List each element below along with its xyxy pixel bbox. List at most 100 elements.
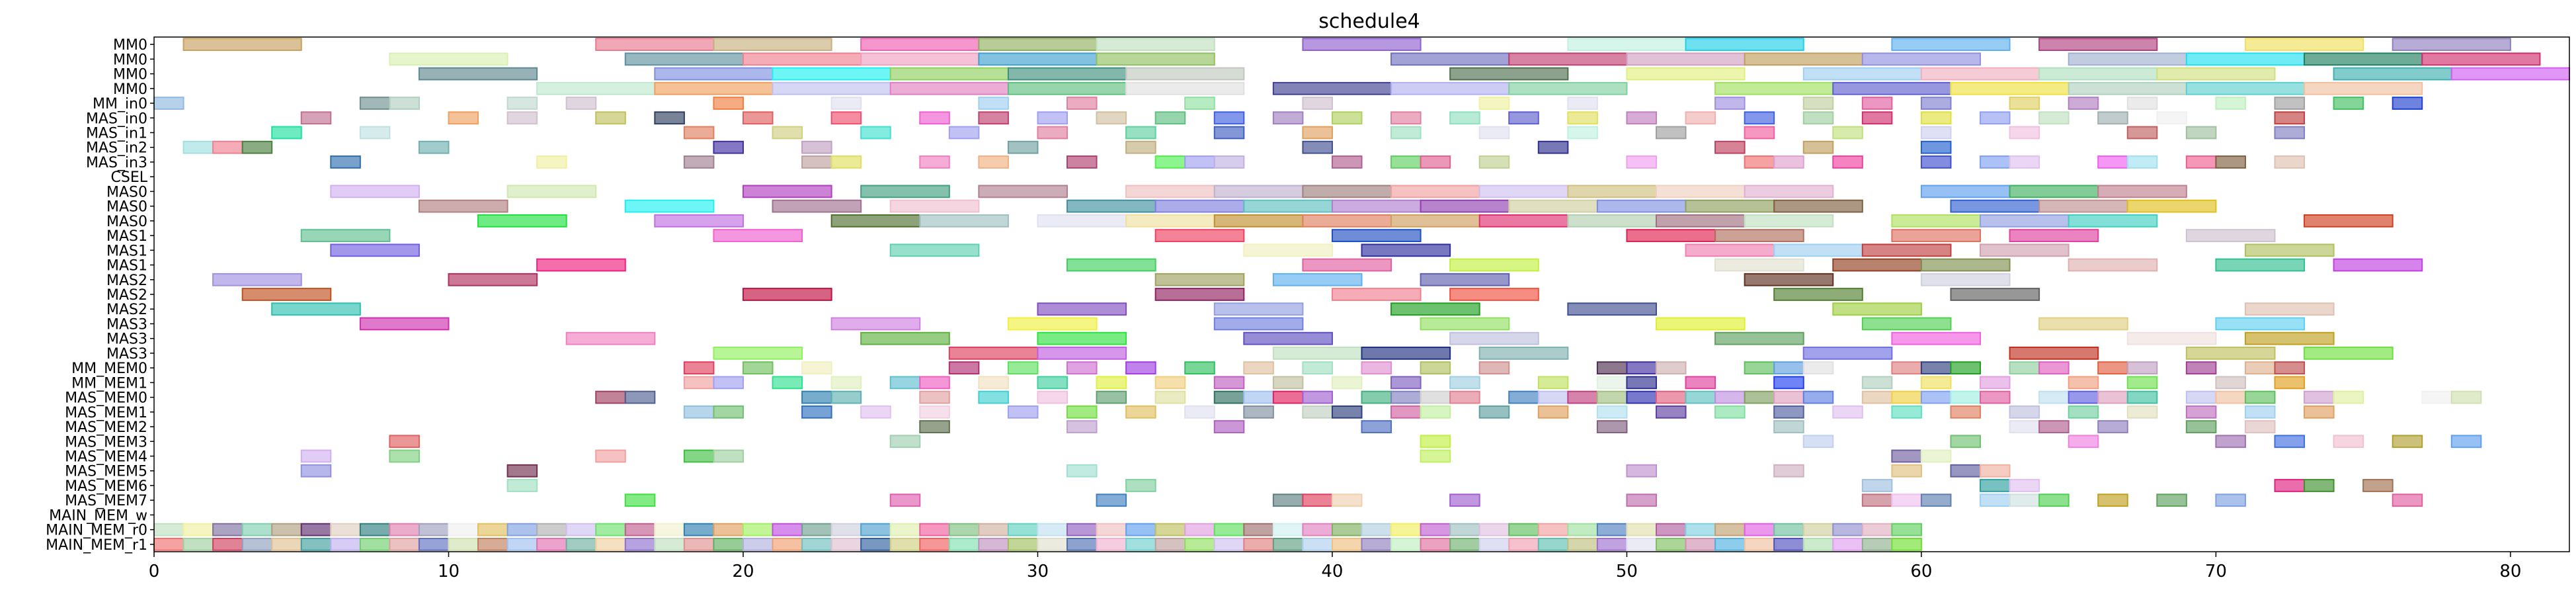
task-bar — [683, 155, 715, 169]
task-bar — [654, 81, 774, 95]
task-bar — [300, 449, 332, 463]
task-bar — [1891, 523, 1922, 536]
task-bar — [330, 185, 420, 198]
task-bar — [1213, 420, 1245, 433]
task-bar — [1331, 523, 1363, 536]
task-bar — [2068, 97, 2099, 110]
task-bar — [1361, 243, 1451, 257]
task-bar — [1744, 111, 1775, 125]
plot-frame — [153, 36, 2570, 552]
task-bar — [2126, 97, 2158, 110]
task-bar — [1096, 390, 1127, 404]
task-bar — [801, 361, 832, 375]
task-bar — [1272, 81, 1392, 95]
task-bar — [1596, 376, 1628, 390]
task-bar — [1272, 273, 1363, 286]
task-bar — [801, 155, 832, 169]
task-bar — [2097, 493, 2128, 507]
task-bar — [1154, 376, 1186, 390]
task-bar — [241, 140, 273, 154]
task-bar — [1390, 376, 1422, 390]
task-bar — [1390, 302, 1480, 316]
task-bar — [1037, 523, 1068, 536]
task-bar — [978, 185, 1068, 198]
y-tick-label: MM0 — [113, 67, 147, 83]
task-bar — [2185, 361, 2217, 375]
task-bar — [1744, 273, 1834, 286]
task-bar — [2126, 126, 2158, 140]
task-bar — [1213, 523, 1245, 536]
task-bar — [1125, 523, 1156, 536]
task-bar — [2215, 493, 2246, 507]
task-bar — [300, 523, 332, 536]
task-bar — [477, 214, 567, 228]
task-bar — [241, 537, 273, 551]
task-bar — [1067, 258, 1156, 272]
y-tick-label: MAS_in0 — [86, 110, 147, 127]
task-bar — [654, 67, 774, 81]
task-bar — [1125, 361, 1156, 375]
task-bar — [624, 199, 715, 213]
task-bar — [683, 405, 715, 419]
x-tick-label: 80 — [2499, 562, 2521, 581]
task-bar — [1125, 185, 1215, 198]
task-bar — [1302, 258, 1392, 272]
task-bar — [1773, 537, 1804, 551]
task-bar — [713, 376, 744, 390]
task-bar — [860, 185, 950, 198]
task-bar — [2126, 390, 2158, 404]
task-bar — [742, 185, 832, 198]
task-bar — [713, 405, 744, 419]
task-bar — [1184, 97, 1215, 110]
task-bar — [1802, 361, 1834, 375]
task-bar — [1920, 140, 1952, 154]
task-bar — [1361, 537, 1392, 551]
y-tick-label: MM_MEM0 — [71, 361, 147, 377]
task-bar — [948, 537, 980, 551]
task-bar — [1626, 390, 1657, 404]
task-bar — [1361, 361, 1392, 375]
task-bar — [624, 493, 656, 507]
task-bar — [1243, 537, 1274, 551]
task-bar — [330, 155, 361, 169]
task-bar — [1655, 405, 1687, 419]
task-bar — [1272, 493, 1304, 507]
task-bar — [2304, 81, 2423, 95]
task-bar — [1302, 537, 1333, 551]
task-bar — [978, 52, 1098, 66]
task-bar — [1655, 185, 1746, 198]
y-axis-labels: MM0MM0MM0MM0MM_in0MAS_in0MAS_in1MAS_in2M… — [46, 37, 154, 554]
y-tick-label: MM_in0 — [93, 96, 147, 112]
task-bar — [1096, 537, 1127, 551]
task-bar — [536, 155, 567, 169]
task-bar — [1449, 390, 1480, 404]
task-bar — [1596, 199, 1687, 213]
task-bar — [1096, 111, 1127, 125]
task-bar — [919, 214, 1009, 228]
task-bar — [1302, 493, 1333, 507]
task-bar — [1067, 97, 1098, 110]
task-bar — [2009, 361, 2040, 375]
task-bar — [2274, 111, 2306, 125]
task-bar — [1626, 493, 1657, 507]
task-bar — [1067, 464, 1098, 478]
task-bar — [1007, 81, 1127, 95]
task-bar — [1184, 155, 1215, 169]
task-bar — [1626, 523, 1657, 536]
y-tick-label: MAS3 — [106, 316, 147, 333]
task-bar — [919, 405, 950, 419]
task-bar — [654, 214, 744, 228]
task-bar — [978, 390, 1009, 404]
task-bar — [1331, 376, 1363, 390]
task-bar — [1773, 199, 1863, 213]
task-bar — [2304, 347, 2394, 360]
task-bar — [1007, 67, 1127, 81]
task-bar — [2304, 479, 2335, 492]
task-bar — [1920, 155, 1952, 169]
task-bar — [1802, 111, 1834, 125]
task-bar — [2097, 361, 2128, 375]
task-bar — [1861, 523, 1893, 536]
task-bar — [1154, 155, 1186, 169]
task-bar — [2392, 38, 2511, 52]
task-bar — [889, 537, 921, 551]
